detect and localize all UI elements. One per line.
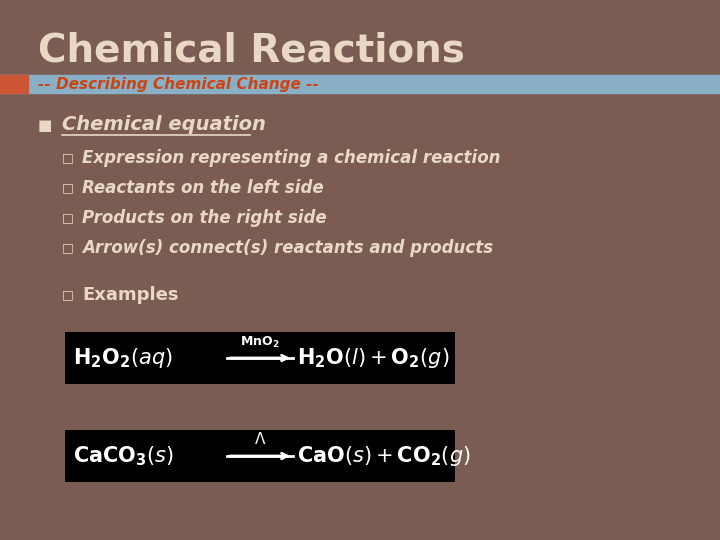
Text: $\mathregular{CaCO_3}$$(s)$: $\mathregular{CaCO_3}$$(s)$: [73, 444, 174, 468]
Bar: [65, 332, 455, 384]
Text: -- Describing Chemical Change --: -- Describing Chemical Change --: [38, 77, 319, 91]
Bar: [0, 75, 720, 93]
Text: $\mathregular{MnO_2}$: $\mathregular{MnO_2}$: [240, 334, 280, 349]
Text: □: □: [62, 181, 73, 194]
Text: □: □: [62, 152, 73, 165]
Text: $\Lambda$: $\Lambda$: [254, 431, 266, 447]
Text: Arrow(s) connect(s) reactants and products: Arrow(s) connect(s) reactants and produc…: [82, 239, 493, 257]
Text: Chemical Reactions: Chemical Reactions: [38, 31, 465, 69]
Bar: [0, 75, 28, 93]
Text: □: □: [62, 241, 73, 254]
Text: $\mathregular{H_2O}$$(l)+$$\mathregular{O_2}$$(g)$: $\mathregular{H_2O}$$(l)+$$\mathregular{…: [297, 346, 449, 370]
Text: Examples: Examples: [82, 286, 179, 304]
Bar: [65, 430, 455, 482]
Text: Expression representing a chemical reaction: Expression representing a chemical react…: [82, 149, 500, 167]
Text: ■: ■: [38, 118, 53, 132]
Text: Reactants on the left side: Reactants on the left side: [82, 179, 323, 197]
Text: Chemical equation: Chemical equation: [62, 116, 266, 134]
Text: $\mathregular{H_2O_2}$$(aq)$: $\mathregular{H_2O_2}$$(aq)$: [73, 346, 173, 370]
Text: □: □: [62, 212, 73, 225]
Text: □: □: [62, 288, 73, 301]
Text: Products on the right side: Products on the right side: [82, 209, 327, 227]
Text: $\mathregular{CaO}$$(s)+$$\mathregular{CO_2}$$(g)$: $\mathregular{CaO}$$(s)+$$\mathregular{C…: [297, 444, 471, 468]
